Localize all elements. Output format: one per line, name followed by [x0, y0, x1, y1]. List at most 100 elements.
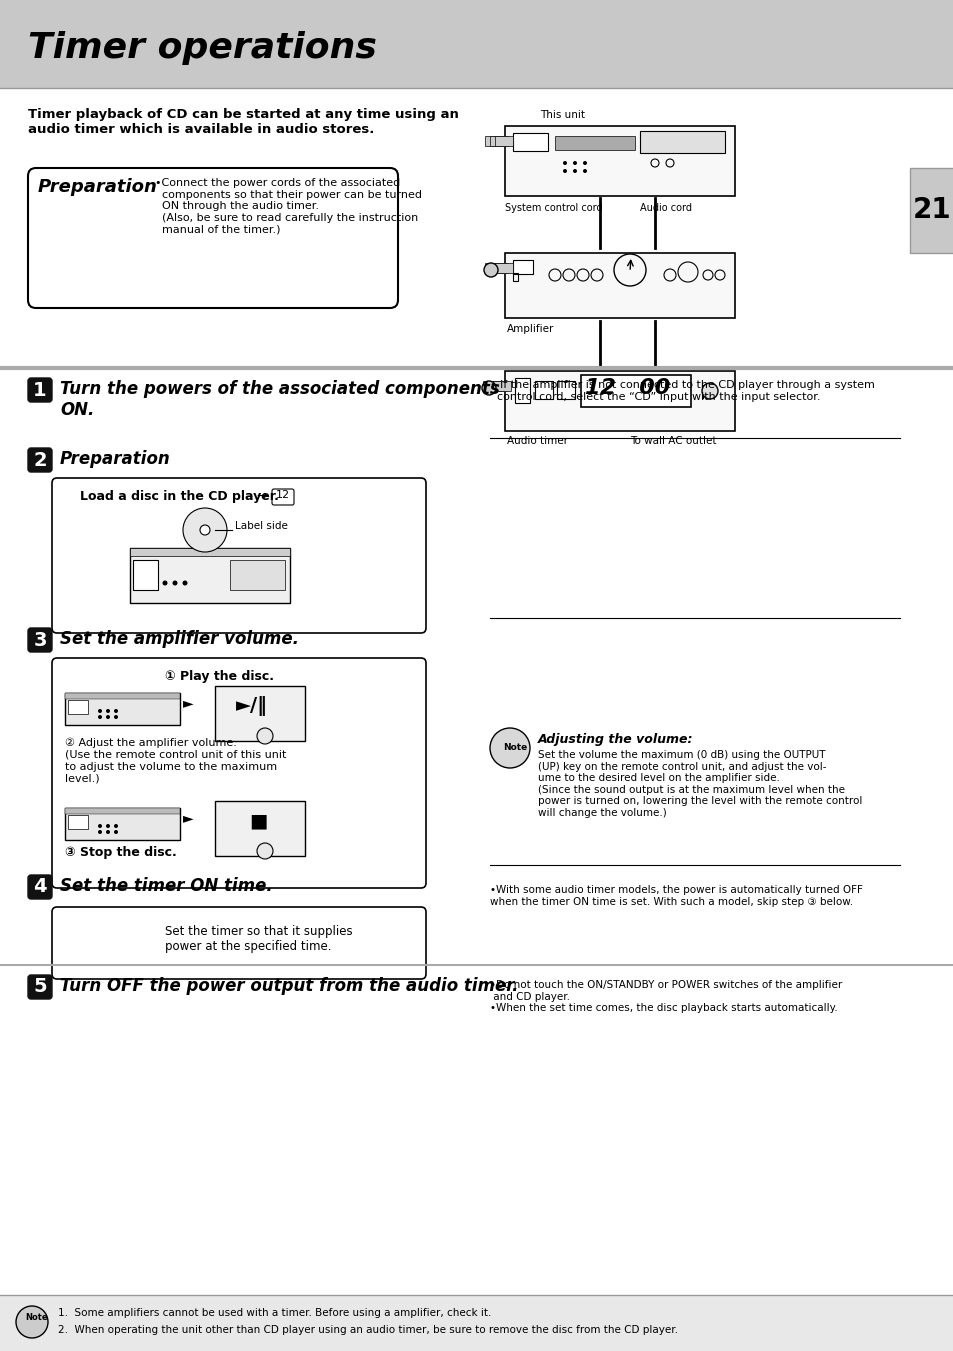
Text: 5: 5 — [33, 978, 47, 997]
Bar — [65, 808, 180, 815]
Text: Audio timer: Audio timer — [506, 436, 567, 446]
Text: Turn OFF the power output from the audio timer.: Turn OFF the power output from the audio… — [60, 977, 518, 994]
Text: • If the amplifier is not connected to the CD player through a system
  control : • If the amplifier is not connected to t… — [490, 380, 874, 401]
Bar — [130, 549, 290, 557]
Text: ③ Stop the disc.: ③ Stop the disc. — [65, 846, 176, 859]
Text: This unit: This unit — [539, 109, 584, 120]
Text: Preparation: Preparation — [60, 450, 171, 467]
Text: Set the timer ON time.: Set the timer ON time. — [60, 877, 273, 894]
Circle shape — [162, 581, 168, 585]
FancyBboxPatch shape — [28, 378, 52, 403]
Bar — [484, 136, 502, 146]
Circle shape — [256, 728, 273, 744]
Bar — [493, 381, 511, 390]
Text: Note: Note — [25, 1313, 48, 1323]
Circle shape — [98, 830, 102, 834]
Circle shape — [582, 169, 586, 173]
Circle shape — [256, 843, 273, 859]
Circle shape — [582, 161, 586, 165]
Circle shape — [98, 709, 102, 713]
FancyBboxPatch shape — [272, 489, 294, 505]
Bar — [535, 381, 553, 399]
FancyBboxPatch shape — [28, 875, 52, 898]
Circle shape — [113, 709, 118, 713]
Text: Load a disc in the CD player.: Load a disc in the CD player. — [80, 490, 278, 503]
Bar — [214, 801, 305, 857]
Text: ►/‖: ►/‖ — [235, 696, 268, 716]
Bar — [513, 259, 533, 274]
Text: ■: ■ — [249, 812, 267, 831]
Circle shape — [16, 1306, 48, 1337]
Bar — [230, 561, 285, 590]
FancyBboxPatch shape — [28, 975, 52, 998]
Text: 2: 2 — [33, 450, 47, 470]
Circle shape — [481, 381, 496, 394]
Text: Audio cord: Audio cord — [639, 203, 691, 213]
Bar — [482, 381, 500, 390]
Text: ② Adjust the amplifier volume.
(Use the remote control unit of this unit
to adju: ② Adjust the amplifier volume. (Use the … — [65, 738, 286, 784]
Circle shape — [701, 382, 718, 399]
Text: Adjusting the volume:: Adjusting the volume: — [537, 734, 693, 746]
Bar — [484, 263, 502, 273]
Bar — [65, 693, 180, 725]
Text: •When the set time comes, the disc playback starts automatically.: •When the set time comes, the disc playb… — [490, 1002, 837, 1013]
Text: Timer operations: Timer operations — [28, 31, 376, 65]
Text: Amplifier: Amplifier — [506, 324, 554, 334]
Bar — [68, 700, 88, 713]
Circle shape — [113, 824, 118, 828]
Circle shape — [200, 526, 210, 535]
Text: •Connect the power cords of the associated
  components so that their power can : •Connect the power cords of the associat… — [154, 178, 421, 235]
Text: Note: Note — [502, 743, 527, 753]
FancyBboxPatch shape — [28, 628, 52, 653]
Bar — [495, 263, 513, 273]
Text: To wall AC outlet: To wall AC outlet — [629, 436, 716, 446]
Bar — [504, 372, 734, 431]
Bar — [130, 549, 290, 603]
Circle shape — [106, 830, 110, 834]
Circle shape — [98, 824, 102, 828]
Bar — [490, 263, 507, 273]
Circle shape — [573, 161, 577, 165]
Circle shape — [562, 169, 566, 173]
Text: •Do not touch the ON/STANDBY or POWER switches of the amplifier
 and CD player.: •Do not touch the ON/STANDBY or POWER sw… — [490, 979, 841, 1001]
Bar — [909, 168, 953, 253]
Bar — [132, 561, 158, 590]
Bar — [488, 381, 505, 390]
Text: ① Play the disc.: ① Play the disc. — [165, 670, 274, 684]
Circle shape — [573, 169, 577, 173]
Text: 21: 21 — [912, 196, 950, 224]
Circle shape — [562, 161, 566, 165]
Circle shape — [113, 830, 118, 834]
Text: Set the timer so that it supplies
power at the specified time.: Set the timer so that it supplies power … — [165, 925, 353, 952]
Text: ►: ► — [183, 811, 193, 825]
Bar — [214, 686, 305, 740]
Text: Preparation: Preparation — [38, 178, 157, 196]
Circle shape — [183, 508, 227, 553]
Text: Timer playback of CD can be started at any time using an
audio timer which is av: Timer playback of CD can be started at a… — [28, 108, 458, 136]
Circle shape — [172, 581, 177, 585]
Circle shape — [490, 728, 530, 767]
Bar — [557, 381, 575, 399]
Circle shape — [182, 581, 188, 585]
Bar — [515, 378, 530, 403]
Bar — [555, 136, 635, 150]
Text: Turn the powers of the associated components
ON.: Turn the powers of the associated compon… — [60, 380, 499, 419]
Text: →: → — [255, 490, 266, 503]
Text: 4: 4 — [33, 878, 47, 897]
Circle shape — [98, 715, 102, 719]
Bar — [65, 808, 180, 840]
Text: Set the volume the maximum (0 dB) using the OUTPUT
(UP) key on the remote contro: Set the volume the maximum (0 dB) using … — [537, 750, 862, 817]
Text: ►: ► — [183, 696, 193, 711]
Text: Label side: Label side — [234, 521, 288, 531]
Circle shape — [483, 263, 497, 277]
Text: 2.  When operating the unit other than CD player using an audio timer, be sure t: 2. When operating the unit other than CD… — [58, 1325, 678, 1335]
Text: 3: 3 — [33, 631, 47, 650]
FancyBboxPatch shape — [52, 907, 426, 979]
Bar — [495, 136, 513, 146]
FancyBboxPatch shape — [28, 168, 397, 308]
Text: 12   00: 12 00 — [584, 378, 670, 399]
Bar — [513, 132, 547, 151]
Bar — [68, 815, 88, 830]
Bar — [504, 253, 734, 317]
Bar — [0, 1296, 953, 1351]
